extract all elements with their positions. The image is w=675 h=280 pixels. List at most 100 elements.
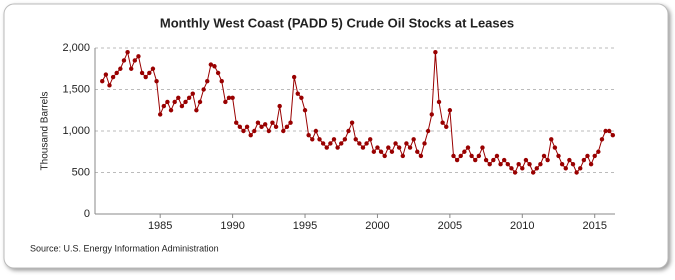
point — [480, 145, 485, 150]
point — [549, 137, 554, 142]
x-tick-label: 2010 — [510, 220, 534, 232]
point — [451, 153, 456, 159]
point — [121, 58, 127, 63]
point — [165, 99, 170, 105]
point — [157, 112, 163, 117]
point — [357, 141, 362, 146]
point — [581, 157, 587, 163]
point — [139, 70, 145, 76]
point — [447, 108, 453, 113]
point — [541, 153, 547, 159]
point — [342, 137, 348, 142]
point — [179, 103, 185, 109]
point — [429, 112, 434, 117]
point — [223, 99, 228, 105]
point — [302, 108, 308, 113]
y-tick-label: 500 — [72, 166, 90, 178]
point — [226, 95, 232, 101]
point — [150, 66, 156, 71]
point — [476, 153, 482, 159]
point — [389, 149, 395, 154]
point — [552, 145, 558, 150]
point — [295, 91, 300, 96]
point — [607, 128, 612, 134]
point — [382, 153, 387, 159]
point — [147, 70, 152, 76]
point — [129, 66, 134, 71]
point — [190, 91, 195, 96]
point — [219, 79, 224, 84]
point — [360, 145, 366, 150]
point — [444, 124, 449, 130]
point — [498, 162, 503, 167]
point — [487, 162, 492, 167]
point — [205, 79, 210, 84]
source: Source: U.S. Energy Information Administ… — [30, 243, 219, 253]
point — [516, 162, 521, 167]
y-tick-label: 1,000 — [62, 125, 90, 137]
point — [255, 120, 261, 125]
point — [331, 137, 337, 142]
point — [501, 157, 507, 163]
point — [320, 141, 326, 146]
point — [230, 95, 235, 101]
point — [110, 74, 116, 80]
point — [364, 141, 369, 146]
point — [103, 72, 109, 77]
point — [241, 128, 246, 134]
point — [154, 79, 159, 84]
point — [132, 58, 138, 63]
point — [346, 128, 351, 134]
point — [339, 141, 344, 146]
point — [273, 124, 279, 130]
point — [310, 137, 315, 142]
point — [183, 99, 188, 105]
point — [136, 54, 141, 59]
point — [259, 124, 264, 130]
point — [281, 128, 286, 134]
point — [491, 157, 496, 163]
x-tick-label: 2000 — [365, 220, 389, 232]
point — [588, 162, 594, 167]
y-tick-label: 2,000 — [62, 42, 90, 54]
point — [505, 162, 511, 167]
point — [596, 149, 601, 154]
point — [462, 149, 467, 154]
point — [418, 153, 424, 159]
x-tick-label: 1985 — [148, 220, 172, 232]
point — [545, 157, 550, 163]
point — [299, 95, 304, 101]
point — [270, 120, 275, 125]
point — [215, 70, 221, 76]
point — [277, 103, 282, 109]
point — [386, 145, 391, 150]
point — [458, 153, 463, 159]
point — [454, 157, 460, 163]
point — [523, 157, 529, 163]
point — [262, 122, 268, 127]
point — [244, 124, 250, 130]
point — [118, 66, 123, 71]
point — [400, 153, 405, 159]
point — [530, 170, 536, 175]
point — [407, 145, 413, 150]
x-tick-label: 1995 — [293, 220, 317, 232]
series-line — [101, 50, 614, 174]
point — [197, 99, 203, 105]
point — [114, 70, 119, 76]
point — [469, 153, 474, 159]
point — [436, 99, 442, 105]
point — [324, 145, 329, 150]
point — [592, 153, 597, 159]
point — [371, 149, 377, 154]
point — [248, 132, 253, 138]
point — [317, 137, 322, 142]
y-tick-label: 1,500 — [62, 83, 90, 95]
point — [473, 157, 478, 163]
point — [559, 162, 565, 167]
point — [168, 108, 174, 113]
point — [335, 145, 340, 150]
point — [556, 153, 561, 159]
point — [563, 166, 568, 171]
